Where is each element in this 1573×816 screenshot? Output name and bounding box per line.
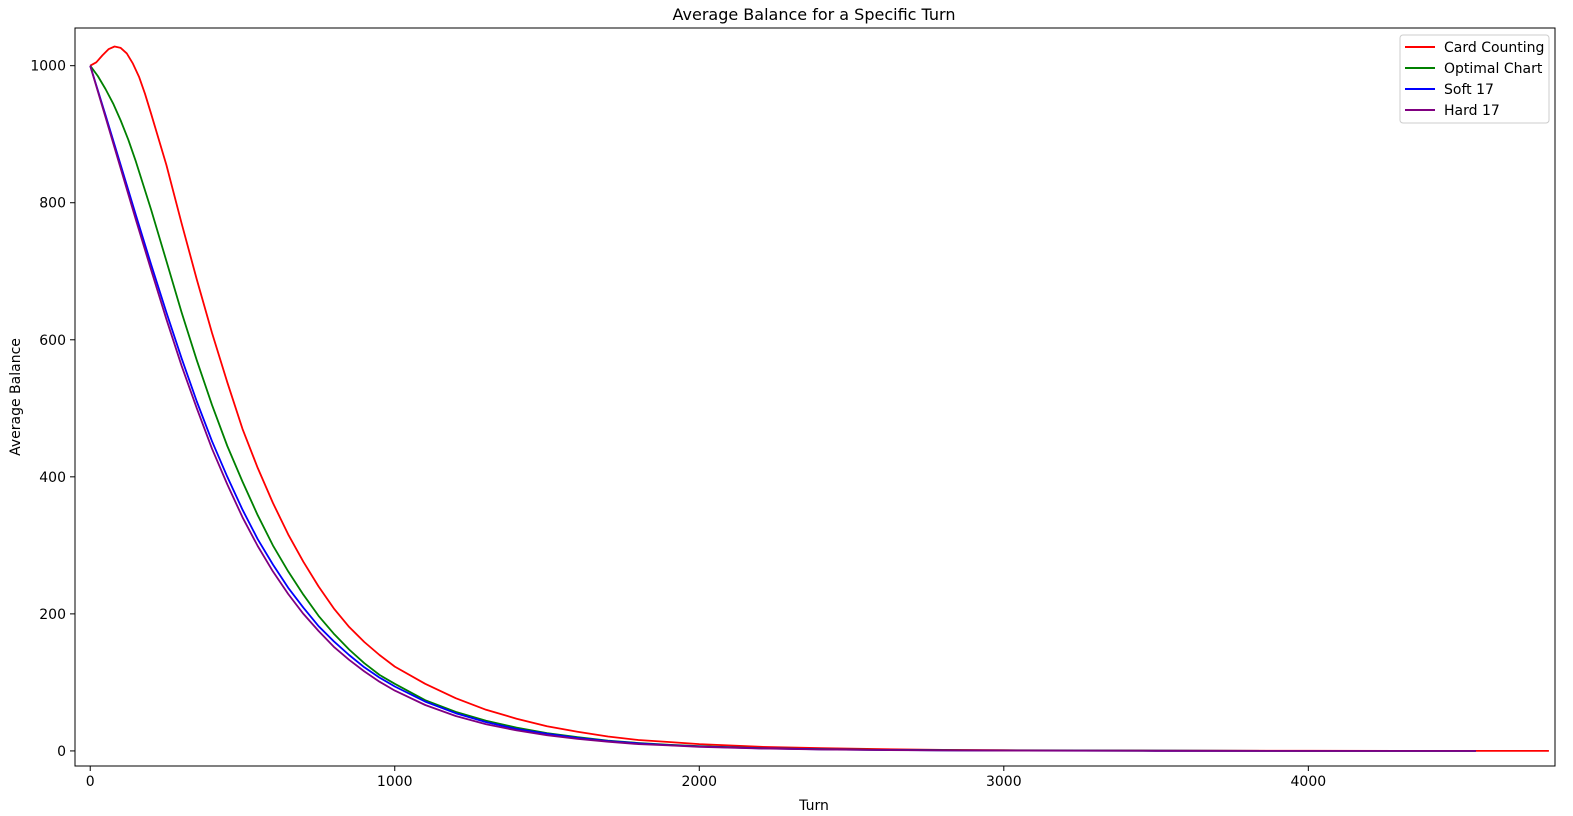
x-tick-label-2: 2000 [681, 774, 717, 790]
legend-label-2: Soft 17 [1444, 82, 1494, 98]
legend-label-1: Optimal Chart [1444, 61, 1543, 77]
chart-title: Average Balance for a Specific Turn [673, 5, 956, 24]
x-axis: 0 1000 2000 3000 4000 [86, 766, 1326, 790]
y-tick-label-5: 1000 [30, 59, 66, 75]
x-tick-label-0: 0 [86, 774, 95, 790]
y-tick-label-1: 200 [39, 607, 66, 623]
x-tick-label-1: 1000 [377, 774, 413, 790]
x-axis-label: Turn [798, 798, 829, 814]
plot-frame [74, 27, 1556, 767]
series-line-0 [89, 45, 1549, 752]
y-axis: 0 200 400 600 800 1000 [30, 59, 75, 760]
y-tick-label-3: 600 [39, 333, 66, 349]
legend-box [1399, 34, 1550, 124]
series-line-3 [89, 65, 1476, 752]
y-tick-label-2: 400 [39, 470, 66, 486]
x-tick-label-3: 3000 [986, 774, 1022, 790]
series-line-1 [89, 65, 1476, 752]
series-line-2 [89, 65, 1476, 752]
y-tick-label-0: 0 [57, 744, 66, 760]
plot-lines [89, 45, 1549, 752]
y-tick-label-4: 800 [39, 196, 66, 212]
legend-label-0: Card Counting [1444, 40, 1544, 56]
y-axis-label: Average Balance [8, 338, 24, 456]
x-tick-label-4: 4000 [1291, 774, 1327, 790]
legend-label-3: Hard 17 [1444, 103, 1500, 119]
legend: Card Counting Optimal Chart Soft 17 Hard 17 [1399, 34, 1550, 124]
